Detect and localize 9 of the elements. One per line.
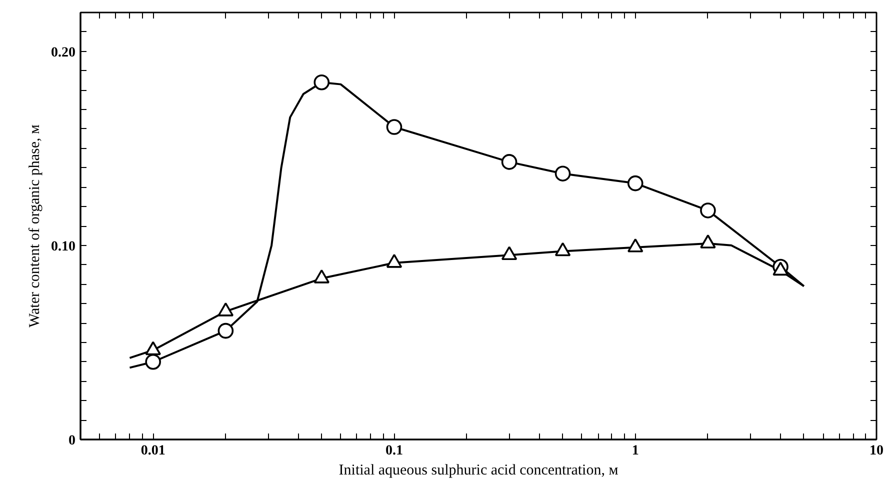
y-axis-title: Water content of organic phase, м <box>27 124 43 328</box>
x-axis-title: Initial aqueous sulphuric acid concentration, м <box>338 462 619 478</box>
x-tick-label: 1 <box>632 444 639 458</box>
x-tick-label: 0.01 <box>140 444 166 458</box>
x-tick-label: 10 <box>870 444 884 458</box>
y-tick-label: 0.10 <box>51 239 76 254</box>
y-tick-label: 0 <box>68 434 76 448</box>
y-tick-label: 0.20 <box>51 45 76 60</box>
x-tick-label: 0.1 <box>385 444 403 458</box>
